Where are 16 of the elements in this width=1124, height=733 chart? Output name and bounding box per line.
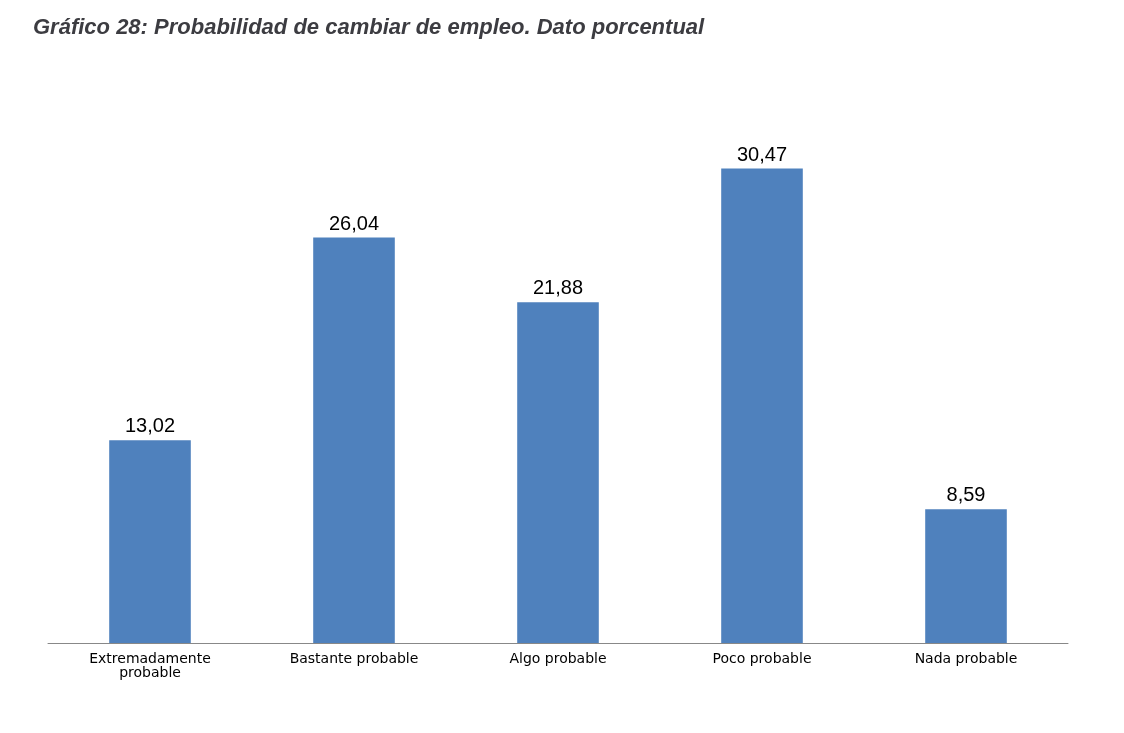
bar [721, 168, 803, 643]
data-label: 13,02 [124, 414, 176, 437]
bar [517, 302, 599, 643]
bar [925, 509, 1007, 643]
x-tick-label: Nada probable [914, 650, 1018, 666]
data-label: 21,88 [532, 276, 584, 299]
x-tick-label: Extremadamente probable [89, 650, 211, 680]
x-tick-label: Poco probable [712, 650, 812, 666]
data-label: 26,04 [328, 211, 380, 234]
bar [109, 440, 191, 643]
x-tick-label: Algo probable [509, 650, 607, 666]
chart-title: Gráfico 28: Probabilidad de cambiar de empleo. Dato porcentual [33, 13, 706, 39]
data-label: 30,47 [736, 142, 788, 165]
x-tick-label: Bastante probable [289, 650, 419, 666]
data-label: 8,59 [946, 483, 986, 506]
bar [313, 237, 395, 643]
